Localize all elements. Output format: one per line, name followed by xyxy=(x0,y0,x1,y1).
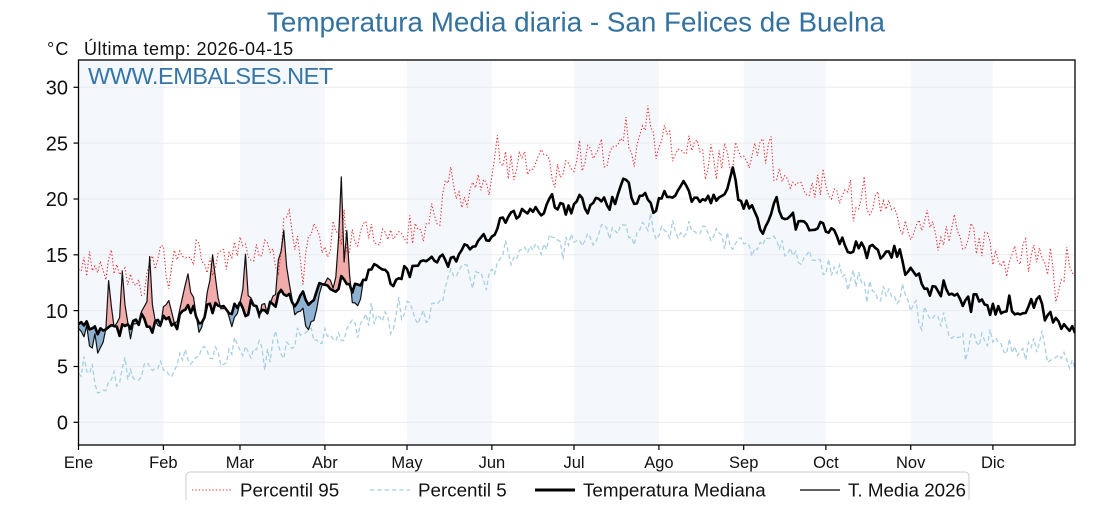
svg-text:Percentil 95: Percentil 95 xyxy=(240,480,339,501)
svg-text:20: 20 xyxy=(46,189,68,211)
svg-text:WWW.EMBALSES.NET: WWW.EMBALSES.NET xyxy=(88,63,333,89)
svg-text:Oct: Oct xyxy=(813,454,839,472)
svg-text:0: 0 xyxy=(57,413,68,435)
svg-text:Sep: Sep xyxy=(729,454,758,472)
svg-text:5: 5 xyxy=(57,357,68,379)
svg-text:Ene: Ene xyxy=(64,454,93,472)
svg-text:Feb: Feb xyxy=(149,454,177,472)
svg-text:30: 30 xyxy=(46,78,68,100)
svg-text:Última temp: 2026-04-15: Última temp: 2026-04-15 xyxy=(84,38,294,59)
svg-text:May: May xyxy=(391,454,423,472)
svg-text:Abr: Abr xyxy=(312,454,338,472)
svg-text:Ago: Ago xyxy=(644,454,673,472)
svg-text:Dic: Dic xyxy=(981,454,1005,472)
svg-text:15: 15 xyxy=(46,245,68,267)
svg-text:Nov: Nov xyxy=(896,454,926,472)
svg-text:°C: °C xyxy=(47,39,70,59)
svg-text:Temperatura Media diaria - San: Temperatura Media diaria - San Felices d… xyxy=(267,7,886,38)
svg-text:Percentil 5: Percentil 5 xyxy=(418,480,507,501)
svg-text:Jul: Jul xyxy=(563,454,584,472)
svg-text:10: 10 xyxy=(46,301,68,323)
svg-text:Temperatura Mediana: Temperatura Mediana xyxy=(583,480,766,501)
svg-text:25: 25 xyxy=(46,133,68,155)
svg-text:Jun: Jun xyxy=(479,454,506,472)
svg-text:Mar: Mar xyxy=(226,454,255,472)
svg-text:T. Media 2026: T. Media 2026 xyxy=(848,480,966,501)
